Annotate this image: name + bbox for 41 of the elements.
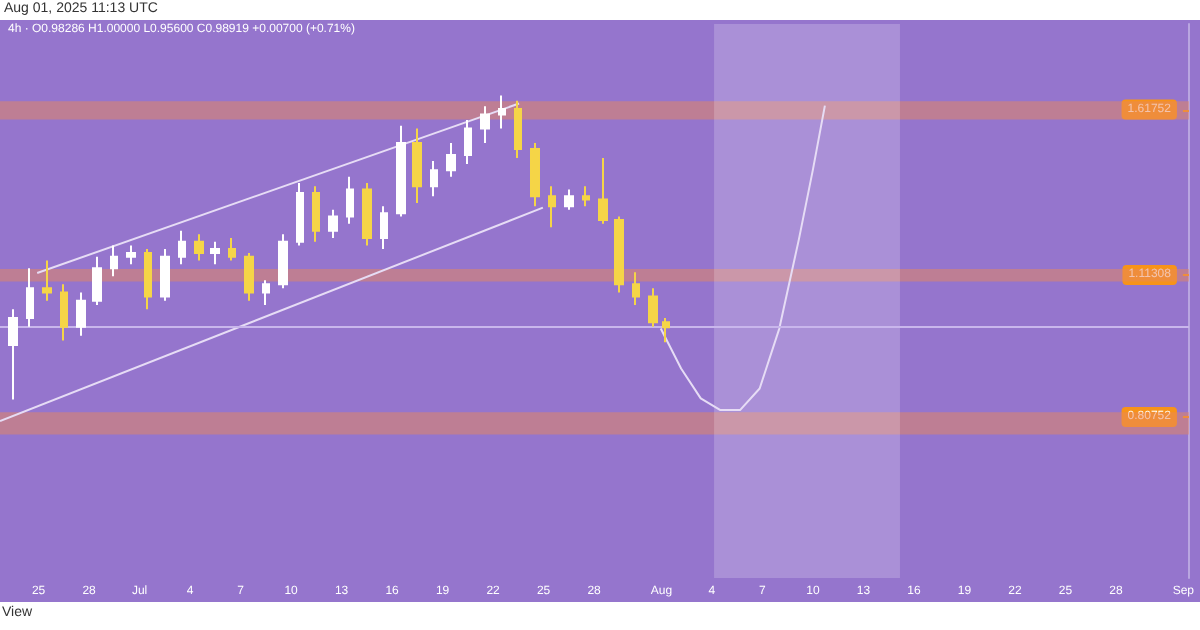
candlestick [8, 308, 18, 401]
candlestick [380, 205, 388, 251]
candlestick [262, 279, 270, 306]
candlestick [278, 233, 288, 290]
candlestick [42, 259, 52, 302]
candlestick [296, 182, 304, 247]
candlestick [160, 248, 170, 302]
candlestick [362, 182, 372, 247]
candlestick [464, 119, 472, 166]
candlestick [210, 240, 220, 266]
candlestick [530, 141, 540, 208]
candlestick [446, 141, 456, 178]
candlestick [60, 283, 68, 342]
candlestick [110, 244, 118, 278]
candlestick [632, 271, 640, 306]
candlestick [662, 316, 670, 344]
candlestick [144, 248, 152, 311]
candlestick [76, 291, 86, 337]
candlestick [598, 156, 608, 225]
candlestick [648, 287, 658, 328]
candlestick [92, 255, 102, 306]
candlestick [178, 229, 186, 266]
candlestick [328, 208, 338, 240]
candlestick [244, 251, 254, 302]
candlestick [312, 185, 320, 243]
candlestick [480, 105, 490, 144]
line-series [659, 104, 826, 412]
candlestick [26, 267, 34, 328]
candlestick [582, 185, 590, 208]
candlestick [346, 175, 354, 225]
candlestick [126, 244, 136, 266]
candlestick [412, 127, 422, 204]
candlestick [514, 99, 522, 159]
candlestick [548, 185, 556, 229]
candlestick [614, 215, 624, 294]
candlestick [396, 124, 406, 218]
candlestick [498, 94, 506, 130]
candlestick [228, 237, 236, 262]
candlestick [564, 188, 574, 211]
candlestick [430, 160, 438, 198]
candlestick [194, 233, 204, 262]
